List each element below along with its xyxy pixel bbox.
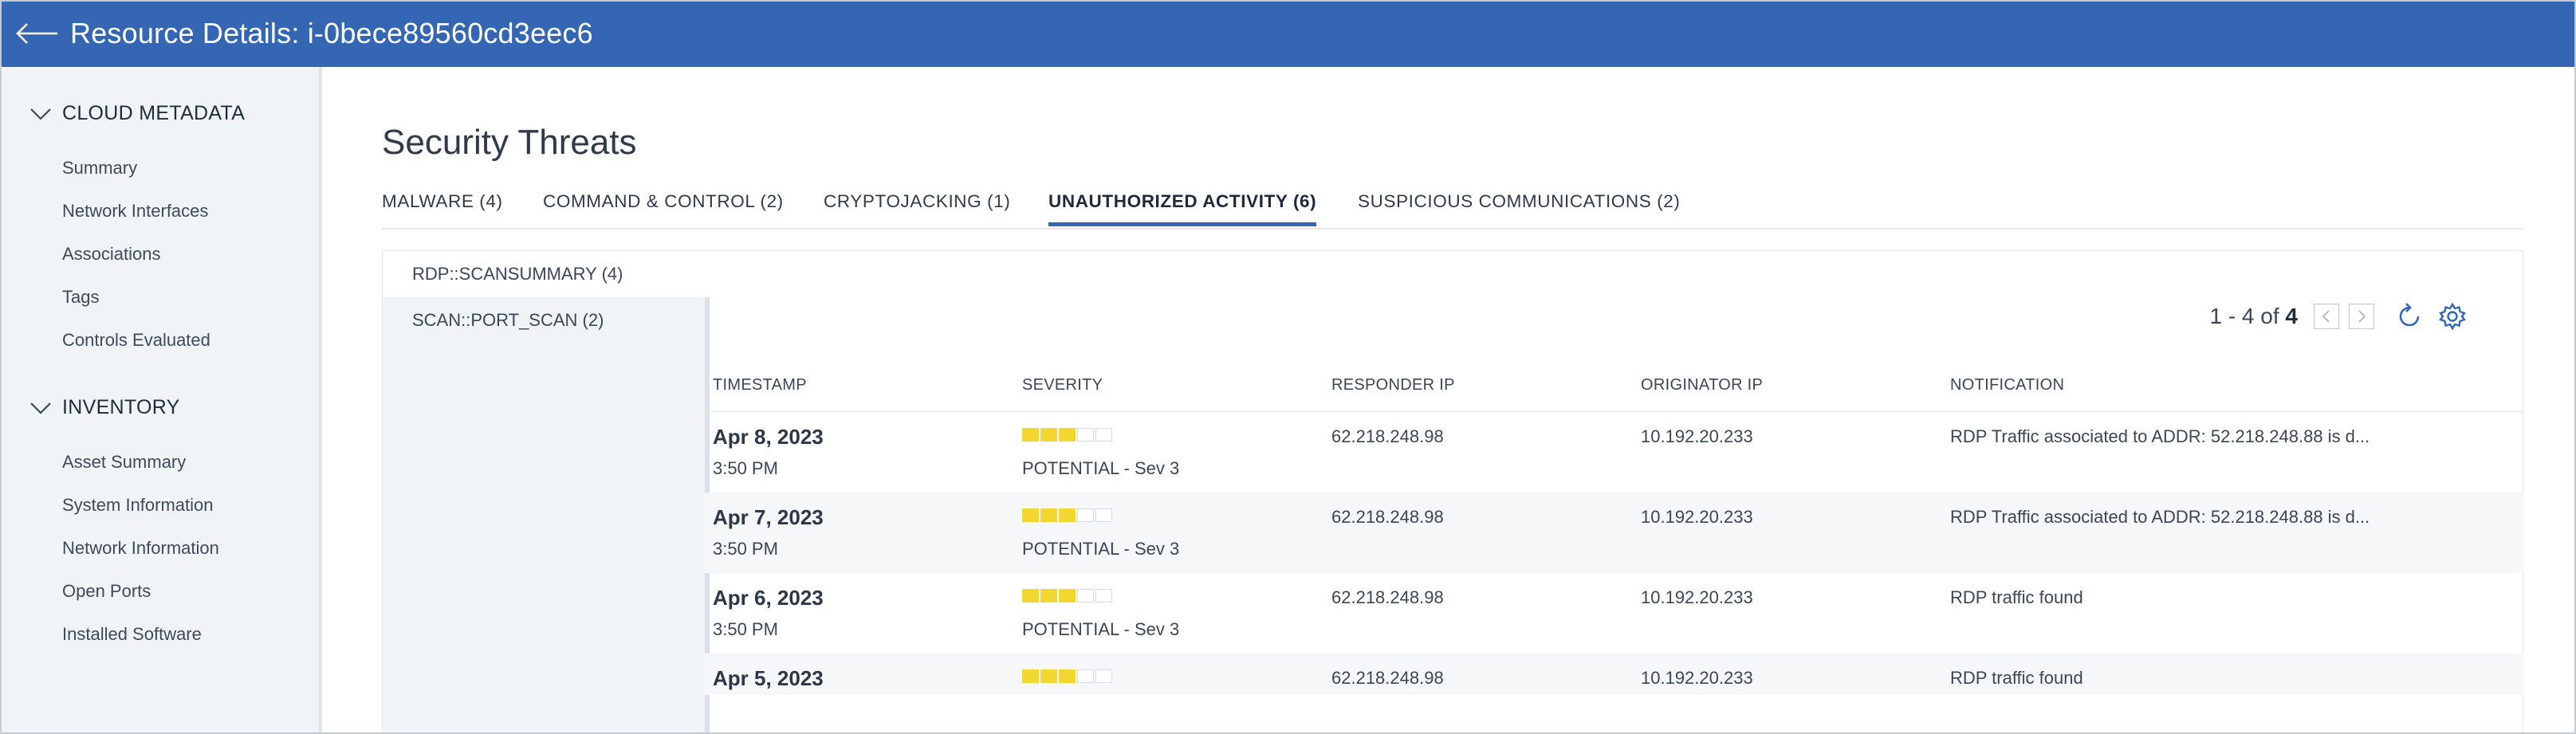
tab-unauthorized-activity[interactable]: UNAUTHORIZED ACTIVITY (6) [1048, 188, 1317, 226]
responder-ip: 62.218.248.98 [1331, 587, 1444, 607]
table-row[interactable]: Apr 5, 2023 62.218.248.98 10.192.20.233 … [703, 654, 2523, 695]
sidebar-item-associations[interactable]: Associations [62, 244, 161, 264]
sidebar-item-open-ports[interactable]: Open Ports [62, 581, 151, 601]
sidebar-item-network-interfaces[interactable]: Network Interfaces [62, 201, 209, 221]
category-list: SCAN::PORT_SCAN (2) [383, 297, 710, 734]
severity-segment-empty [1095, 669, 1112, 683]
threat-tabs: MALWARE (4) COMMAND & CONTROL (2) CRYPTO… [382, 188, 2523, 230]
severity-segment-filled [1059, 669, 1076, 683]
arrow-left-icon[interactable] [14, 18, 59, 49]
severity-segment-empty [1077, 428, 1094, 442]
originator-ip: 10.192.20.233 [1641, 507, 1753, 527]
row-date: Apr 6, 2023 [713, 586, 824, 610]
severity-segment-filled [1040, 589, 1057, 603]
notification-text: RDP Traffic associated to ADDR: 52.218.2… [1950, 507, 2370, 527]
row-date: Apr 7, 2023 [713, 505, 824, 529]
settings-gear-icon[interactable] [2435, 299, 2470, 334]
severity-segment-filled [1040, 508, 1057, 522]
severity-segment-filled [1022, 669, 1039, 683]
chevron-down-icon [30, 402, 51, 414]
section-title: CLOUD METADATA [62, 102, 246, 124]
section-heading: Security Threats [382, 123, 637, 162]
sidebar-item-installed-software[interactable]: Installed Software [62, 624, 202, 644]
severity-segment-filled [1040, 669, 1057, 683]
header-bar: Resource Details: i-0bece89560cd3eec6 [0, 0, 2576, 67]
table-row[interactable]: Apr 6, 2023 3:50 PM POTENTIAL - Sev 3 62… [703, 573, 2523, 654]
responder-ip: 62.218.248.98 [1331, 507, 1444, 527]
section-cloud-metadata[interactable]: CLOUD METADATA [29, 102, 245, 125]
severity-segment-filled [1040, 428, 1057, 442]
page-title: Resource Details: i-0bece89560cd3eec6 [70, 17, 593, 49]
pagination-label: 1 - 4 of 4 [2209, 304, 2298, 328]
severity-label: POTENTIAL - Sev 3 [1022, 458, 1180, 478]
sidebar: CLOUD METADATA Summary Network Interface… [0, 67, 322, 734]
severity-segment-empty [1077, 508, 1094, 522]
severity-meter [1022, 508, 1114, 522]
severity-segment-filled [1059, 589, 1076, 603]
column-header-timestamp[interactable]: TIMESTAMP [713, 376, 807, 394]
severity-label: POTENTIAL - Sev 3 [1022, 619, 1180, 639]
notification-text: RDP Traffic associated to ADDR: 52.218.2… [1950, 426, 2370, 446]
row-time: 3:50 PM [713, 539, 778, 559]
chevron-right-icon[interactable] [2349, 304, 2374, 329]
row-date: Apr 5, 2023 [713, 666, 824, 690]
tab-command-control[interactable]: COMMAND & CONTROL (2) [543, 191, 784, 211]
severity-segment-empty [1077, 589, 1094, 603]
table-row[interactable]: Apr 7, 2023 3:50 PM POTENTIAL - Sev 3 62… [703, 493, 2523, 573]
severity-meter [1022, 428, 1114, 442]
tab-malware[interactable]: MALWARE (4) [382, 191, 503, 211]
severity-segment-empty [1095, 508, 1112, 522]
chevron-left-icon[interactable] [2314, 304, 2339, 329]
sidebar-item-tags[interactable]: Tags [62, 287, 100, 307]
refresh-icon[interactable] [2392, 299, 2427, 334]
row-time: 3:50 PM [713, 458, 778, 478]
originator-ip: 10.192.20.233 [1641, 426, 1753, 446]
severity-segment-filled [1022, 428, 1039, 442]
section-title: INVENTORY [62, 396, 180, 418]
severity-segment-empty [1095, 589, 1112, 603]
tab-cryptojacking[interactable]: CRYPTOJACKING (1) [824, 191, 1011, 211]
threat-panel: RDP::SCANSUMMARY (4) SCAN::PORT_SCAN (2)… [382, 250, 2523, 734]
column-header-severity[interactable]: SEVERITY [1022, 376, 1103, 394]
originator-ip: 10.192.20.233 [1641, 587, 1753, 607]
severity-segment-empty [1095, 428, 1112, 442]
section-inventory[interactable]: INVENTORY [29, 396, 180, 419]
column-header-originator-ip[interactable]: ORIGINATOR IP [1641, 376, 1764, 394]
sidebar-item-network-information[interactable]: Network Information [62, 538, 219, 558]
row-time: 3:50 PM [713, 619, 778, 639]
column-header-notification[interactable]: NOTIFICATION [1950, 376, 2065, 394]
severity-label: POTENTIAL - Sev 3 [1022, 539, 1180, 559]
responder-ip: 62.218.248.98 [1331, 668, 1444, 688]
sidebar-item-asset-summary[interactable]: Asset Summary [62, 452, 187, 472]
originator-ip: 10.192.20.233 [1641, 668, 1753, 688]
notification-text: RDP traffic found [1950, 668, 2083, 688]
table-row[interactable]: Apr 8, 2023 3:50 PM POTENTIAL - Sev 3 62… [703, 412, 2523, 493]
inventory-list: Asset Summary System Information Network… [62, 441, 219, 656]
pagination: 1 - 4 of 4 [2209, 299, 2470, 334]
category-scan-port-scan[interactable]: SCAN::PORT_SCAN (2) [412, 310, 604, 330]
severity-meter [1022, 669, 1114, 683]
sidebar-item-summary[interactable]: Summary [62, 158, 138, 178]
threats-table: TIMESTAMP SEVERITY RESPONDER IP ORIGINAT… [703, 355, 2523, 695]
severity-meter [1022, 589, 1114, 603]
sidebar-item-system-information[interactable]: System Information [62, 495, 214, 515]
main-content: Security Threats MALWARE (4) COMMAND & C… [322, 67, 2576, 734]
severity-segment-filled [1022, 508, 1039, 522]
category-rdp-scansummary[interactable]: RDP::SCANSUMMARY (4) [412, 264, 623, 284]
column-header-responder-ip[interactable]: RESPONDER IP [1331, 376, 1455, 394]
cloud-metadata-list: Summary Network Interfaces Associations … [62, 147, 210, 362]
table-header: TIMESTAMP SEVERITY RESPONDER IP ORIGINAT… [703, 355, 2523, 412]
row-date: Apr 8, 2023 [713, 425, 824, 449]
chevron-down-icon [30, 108, 51, 120]
severity-segment-filled [1059, 428, 1076, 442]
severity-segment-filled [1059, 508, 1076, 522]
severity-segment-filled [1022, 589, 1039, 603]
tab-suspicious-communications[interactable]: SUSPICIOUS COMMUNICATIONS (2) [1358, 191, 1681, 211]
sidebar-item-controls-evaluated[interactable]: Controls Evaluated [62, 330, 210, 350]
notification-text: RDP traffic found [1950, 587, 2083, 607]
responder-ip: 62.218.248.98 [1331, 426, 1444, 446]
severity-segment-empty [1077, 669, 1094, 683]
